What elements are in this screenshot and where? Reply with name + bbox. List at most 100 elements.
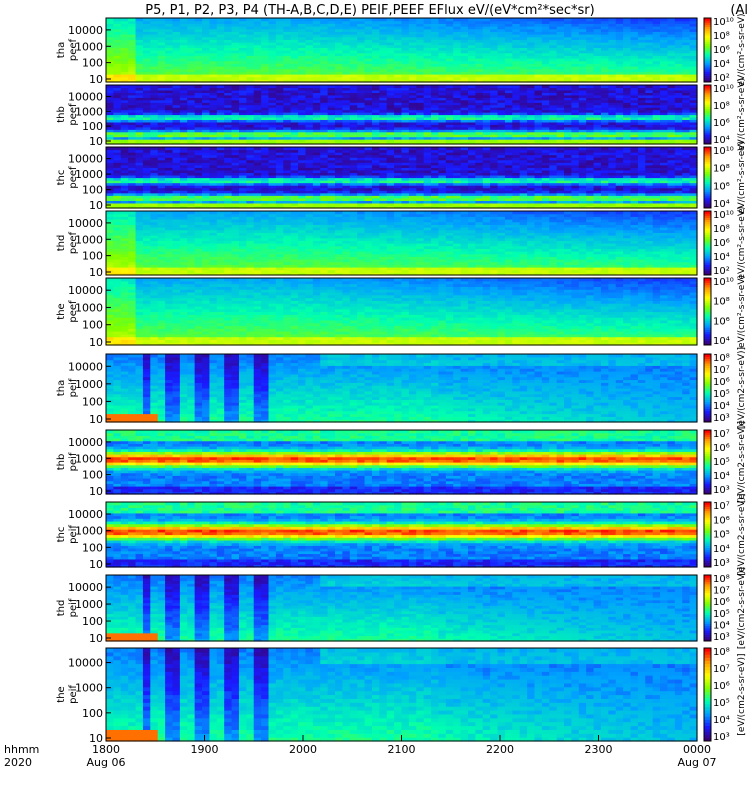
heatmap-cell: [541, 107, 550, 111]
heatmap-cell: [342, 52, 351, 56]
heatmap-cell: [224, 58, 233, 62]
heatmap-cell: [142, 109, 151, 113]
heatmap-cell: [246, 99, 255, 103]
heatmap-cell: [600, 126, 609, 130]
heatmap-cell: [231, 109, 240, 113]
heatmap-cell: [179, 66, 188, 70]
heatmap-cell: [386, 102, 395, 106]
heatmap-cell: [608, 139, 617, 143]
heatmap-cell: [578, 28, 587, 32]
heatmap-cell: [578, 102, 587, 106]
heatmap-cell: [571, 34, 580, 38]
heatmap-cell: [482, 79, 491, 83]
heatmap-cell: [623, 112, 632, 116]
heatmap-cell: [335, 79, 343, 83]
heatmap-cell: [253, 42, 262, 46]
heatmap-cell: [571, 121, 580, 125]
heatmap-cell: [142, 104, 151, 108]
heatmap-cell: [682, 74, 691, 78]
heatmap-cell: [453, 134, 462, 138]
heatmap-cell: [401, 119, 410, 123]
heatmap-cell: [349, 102, 358, 106]
heatmap-cell: [475, 60, 484, 64]
heatmap-cell: [165, 52, 174, 56]
heatmap-cell: [142, 47, 151, 51]
heatmap-cell: [453, 47, 462, 51]
heatmap-cell: [231, 36, 240, 40]
heatmap-cell: [386, 131, 395, 135]
heatmap-cell: [231, 124, 240, 128]
heatmap-cell: [431, 97, 440, 101]
heatmap-cell: [142, 126, 151, 130]
heatmap-cell: [490, 28, 499, 32]
heatmap-cell: [364, 136, 373, 140]
heatmap-cell: [335, 34, 343, 38]
heatmap-cell: [586, 107, 595, 111]
heatmap-cell: [593, 55, 602, 59]
heatmap-cell: [475, 31, 484, 35]
heatmap-cell: [445, 107, 454, 111]
heatmap-cell: [431, 131, 440, 135]
heatmap-cell: [364, 52, 373, 56]
heatmap-cell: [527, 92, 536, 96]
heatmap-cell: [216, 102, 225, 106]
heatmap-cell: [593, 87, 602, 91]
heatmap-cell: [564, 104, 573, 108]
heatmap-cell: [187, 31, 196, 35]
heatmap-cell: [534, 36, 543, 40]
heatmap-cell: [194, 44, 203, 48]
heatmap-cell: [231, 50, 240, 54]
heatmap-cell: [157, 136, 166, 140]
heatmap-cell: [342, 94, 351, 98]
heatmap-cell: [179, 79, 188, 83]
heatmap-cell: [290, 63, 299, 67]
heatmap-cell: [157, 34, 166, 38]
heatmap-cell: [157, 116, 166, 121]
heatmap-cell: [615, 121, 624, 125]
heatmap-cell: [246, 23, 255, 27]
heatmap-cell: [386, 23, 395, 27]
heatmap-cell: [608, 99, 617, 103]
heatmap-cell: [423, 119, 432, 123]
heatmap-cell: [172, 79, 181, 83]
heatmap-cell: [371, 141, 380, 145]
heatmap-cell: [172, 89, 181, 93]
heatmap-cell: [394, 107, 403, 111]
heatmap-cell: [231, 112, 240, 116]
heatmap-cell: [261, 71, 270, 75]
heatmap-cell: [187, 44, 196, 48]
heatmap-cell: [224, 36, 233, 40]
heatmap-cell: [504, 99, 513, 103]
heatmap-cell: [150, 23, 159, 27]
heatmap-cell: [187, 114, 196, 118]
heatmap-cell: [364, 94, 373, 98]
heatmap-cell: [497, 23, 506, 27]
heatmap-cell: [394, 97, 403, 101]
heatmap-cell: [689, 79, 698, 83]
heatmap-cell: [371, 131, 380, 135]
heatmap-cell: [593, 47, 602, 51]
heatmap-cell: [637, 102, 646, 106]
heatmap-cell: [401, 141, 410, 145]
heatmap-cell: [364, 66, 373, 70]
heatmap-cell: [142, 107, 151, 111]
heatmap-cell: [386, 109, 395, 113]
heatmap-cell: [571, 28, 580, 32]
heatmap-cell: [490, 92, 499, 96]
heatmap-cell: [556, 107, 565, 111]
heatmap-cell: [578, 107, 587, 111]
heatmap-cell: [512, 112, 521, 116]
heatmap-cell: [305, 87, 314, 91]
heatmap-cell: [630, 66, 639, 70]
heatmap-cell: [549, 109, 558, 113]
heatmap-cell: [460, 85, 469, 89]
heatmap-cell: [150, 44, 159, 48]
heatmap-cell: [467, 109, 476, 113]
heatmap-cell: [187, 34, 196, 38]
heatmap-cell: [165, 39, 174, 43]
heatmap-cell: [660, 47, 669, 51]
heatmap-cell: [623, 34, 632, 38]
heatmap-cell: [623, 104, 632, 108]
heatmap-cell: [475, 107, 484, 111]
